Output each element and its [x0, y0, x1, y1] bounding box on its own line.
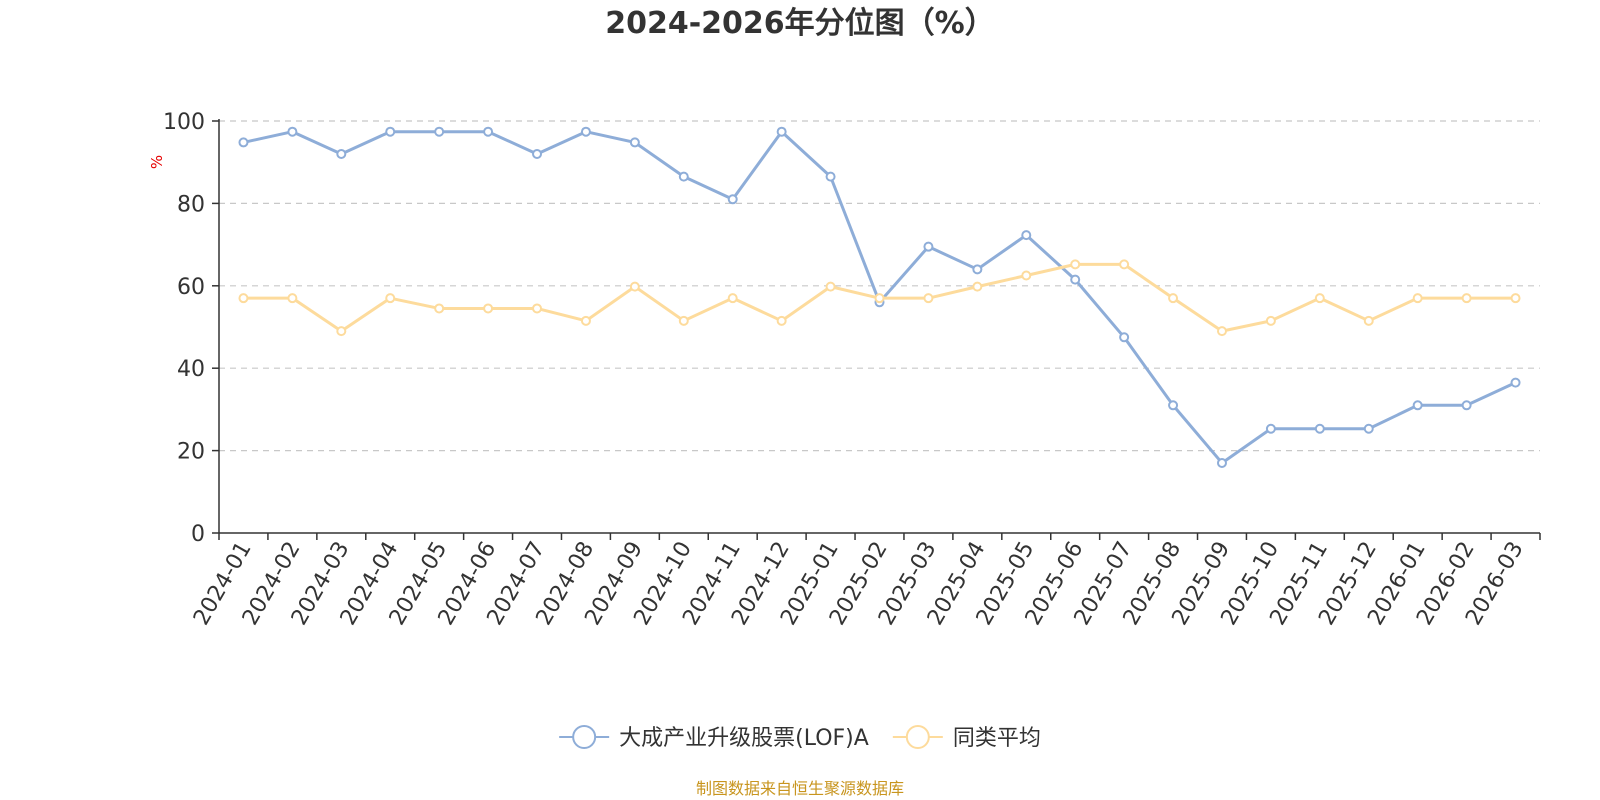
y-tick-label: 80: [177, 192, 205, 217]
data-point[interactable]: [1265, 423, 1276, 434]
legend-label: 大成产业升级股票(LOF)A: [619, 726, 869, 751]
data-point[interactable]: [825, 171, 836, 182]
data-point[interactable]: [580, 126, 591, 137]
chart-title: 2024-2026年分位图（%）: [605, 6, 995, 41]
data-point[interactable]: [580, 315, 591, 326]
data-point[interactable]: [385, 126, 396, 137]
data-point[interactable]: [532, 148, 543, 159]
series-lines: [238, 126, 1521, 468]
data-point[interactable]: [923, 241, 934, 252]
data-point[interactable]: [287, 126, 298, 137]
data-point[interactable]: [1216, 326, 1227, 337]
data-point[interactable]: [1363, 315, 1374, 326]
legend-item-0[interactable]: 大成产业升级股票(LOF)A: [559, 725, 869, 751]
y-tick-label: 100: [163, 110, 205, 135]
data-point[interactable]: [972, 281, 983, 292]
y-tick-label: 20: [177, 440, 205, 465]
data-point[interactable]: [336, 148, 347, 159]
data-point[interactable]: [1510, 293, 1521, 304]
data-point[interactable]: [287, 293, 298, 304]
data-point[interactable]: [1461, 400, 1472, 411]
data-point[interactable]: [1168, 400, 1179, 411]
legend-item-1[interactable]: 同类平均: [892, 725, 1041, 751]
data-point[interactable]: [1119, 332, 1130, 343]
data-point[interactable]: [1070, 274, 1081, 285]
y-tick-label: 40: [177, 357, 205, 382]
series-1: [238, 259, 1521, 337]
data-point[interactable]: [238, 293, 249, 304]
legend-label: 同类平均: [953, 726, 1041, 751]
data-point[interactable]: [1314, 423, 1325, 434]
data-point[interactable]: [629, 137, 640, 148]
data-point[interactable]: [825, 281, 836, 292]
data-point[interactable]: [1265, 315, 1276, 326]
data-point[interactable]: [1412, 293, 1423, 304]
data-point[interactable]: [1510, 377, 1521, 388]
data-point[interactable]: [678, 171, 689, 182]
data-point[interactable]: [336, 326, 347, 337]
data-point[interactable]: [1168, 293, 1179, 304]
data-point[interactable]: [972, 264, 983, 275]
data-point[interactable]: [1070, 259, 1081, 270]
source-note: 制图数据来自恒生聚源数据库: [696, 779, 904, 798]
data-point[interactable]: [483, 126, 494, 137]
data-point[interactable]: [727, 194, 738, 205]
data-point[interactable]: [1216, 457, 1227, 468]
data-point[interactable]: [874, 293, 885, 304]
y-axis-unit-label: %: [148, 155, 166, 169]
data-point[interactable]: [1363, 423, 1374, 434]
data-point[interactable]: [483, 303, 494, 314]
data-point[interactable]: [238, 137, 249, 148]
data-point[interactable]: [1461, 293, 1472, 304]
data-point[interactable]: [776, 126, 787, 137]
axes: 0204060801002024-012024-022024-032024-04…: [163, 110, 1541, 630]
legend-swatch-marker: [572, 725, 597, 749]
legend[interactable]: 大成产业升级股票(LOF)A 同类平均: [559, 725, 1041, 751]
data-point[interactable]: [629, 281, 640, 292]
data-point[interactable]: [776, 315, 787, 326]
data-point[interactable]: [727, 293, 738, 304]
data-point[interactable]: [434, 303, 445, 314]
data-point[interactable]: [678, 315, 689, 326]
data-point[interactable]: [434, 126, 445, 137]
data-point[interactable]: [1021, 230, 1032, 241]
y-tick-label: 60: [177, 275, 205, 300]
data-point[interactable]: [1412, 400, 1423, 411]
data-point[interactable]: [1314, 293, 1325, 304]
legend-swatch-marker: [905, 725, 930, 749]
data-point[interactable]: [385, 293, 396, 304]
data-point[interactable]: [532, 303, 543, 314]
data-point[interactable]: [1119, 259, 1130, 270]
y-tick-label: 0: [191, 522, 205, 547]
data-point[interactable]: [923, 293, 934, 304]
grid-lines: [219, 120, 1540, 452]
data-point[interactable]: [1021, 270, 1032, 281]
